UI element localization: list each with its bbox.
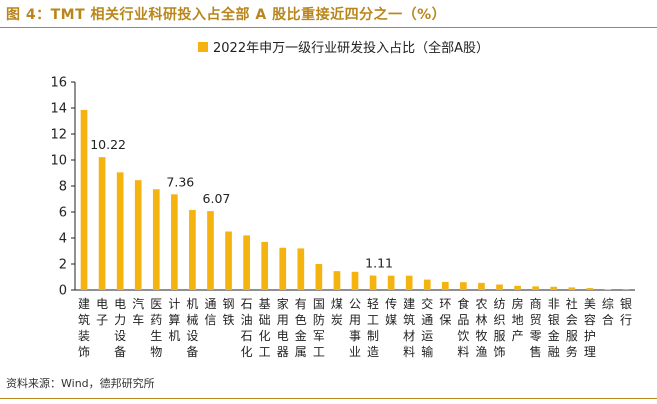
source-note: 资料来源：Wind，德邦研究所 (6, 377, 155, 390)
bar (369, 275, 377, 290)
bar (207, 211, 214, 290)
y-tick-label: 4 (59, 232, 67, 247)
x-category-label: 煤炭 (331, 297, 343, 327)
x-category-label: 电力设备 (114, 297, 126, 359)
x-category-label: 商贸零售 (530, 296, 542, 359)
y-tick-label: 16 (50, 76, 67, 91)
bar (586, 288, 594, 290)
bar (532, 286, 539, 290)
x-category-label: 纺织服饰 (494, 297, 506, 359)
bar (171, 194, 178, 290)
bar (152, 189, 160, 290)
data-label: 10.22 (90, 137, 126, 152)
y-tick-label: 14 (50, 102, 67, 117)
bar (189, 210, 196, 290)
x-category-label: 医药生物 (150, 297, 162, 359)
bar (279, 247, 287, 290)
data-label: 6.07 (203, 191, 231, 206)
x-category-label: 国防军工 (313, 297, 325, 359)
chart-legend: 2022年申万一级行业研发投入占比（全部A股） (198, 40, 489, 56)
x-category-label: 食品饮料 (457, 296, 469, 359)
x-category-label: 非银金融 (548, 297, 560, 359)
bar (405, 275, 413, 290)
x-category-label: 电子 (96, 297, 108, 327)
y-tick-label: 8 (59, 180, 67, 195)
bar (441, 281, 449, 290)
bar (514, 285, 521, 290)
x-category-label: 社会服务 (566, 296, 578, 359)
bar (297, 248, 305, 290)
x-category-label: 美容护理 (584, 297, 596, 359)
bar (423, 279, 431, 290)
x-category-label: 建筑装饰 (78, 297, 90, 359)
y-tick-label: 2 (59, 258, 67, 273)
bar (134, 180, 142, 290)
legend-swatch (198, 42, 208, 52)
x-category-label: 基础化工 (259, 297, 271, 359)
y-tick-label: 12 (50, 128, 67, 143)
y-tick-label: 0 (59, 284, 67, 299)
x-category-label: 计算机 (168, 297, 180, 343)
data-labels: 10.22 7.36 6.07 1.11 (90, 137, 393, 270)
x-axis: 建筑装饰电子电力设备汽车医药生物计算机机械设备通信钢铁石油石化基础化工家用电器有… (75, 289, 635, 359)
data-label: 1.11 (365, 256, 393, 271)
x-category-label: 钢铁 (223, 297, 235, 327)
y-axis: 0 2 4 6 8 10 12 14 16 (50, 76, 76, 299)
x-category-label: 环保 (439, 297, 451, 327)
bar (387, 275, 395, 290)
bottom-rule (0, 398, 657, 399)
bar (351, 271, 359, 290)
y-tick-label: 10 (50, 154, 67, 169)
x-category-label: 公用事业 (349, 297, 361, 359)
x-category-label: 建筑材料 (403, 297, 415, 359)
x-category-label: 家用电器 (277, 296, 289, 359)
x-category-label: 农林牧渔 (475, 297, 487, 359)
bar (225, 231, 232, 290)
bar (315, 264, 323, 290)
x-category-label: 通信 (204, 297, 216, 327)
x-category-label: 轻工制造 (367, 297, 379, 359)
bar (98, 157, 106, 290)
y-tick-label: 6 (59, 206, 67, 221)
bar (243, 235, 250, 290)
legend-label: 2022年申万一级行业研发投入占比（全部A股） (213, 40, 489, 56)
bar (568, 287, 576, 290)
bar (478, 282, 485, 290)
bar (116, 172, 124, 290)
bar-series (80, 109, 630, 290)
x-category-label: 机械设备 (186, 297, 198, 359)
x-category-label: 有色金属 (295, 297, 307, 359)
bar (261, 241, 269, 290)
x-category-label: 房地产 (512, 296, 524, 343)
x-category-label: 交通运输 (421, 296, 433, 359)
bar (496, 284, 503, 290)
x-category-label: 银行 (620, 297, 632, 327)
bar (333, 271, 341, 290)
figure-title: 图 4：TMT 相关行业科研投入占全部 A 股比重接近四分之一（%） (6, 7, 447, 23)
bar (460, 282, 467, 290)
x-category-label: 综合 (602, 297, 614, 327)
bar (604, 289, 612, 290)
bar (550, 286, 558, 290)
bar (80, 109, 88, 290)
x-category-label: 石油石化 (241, 297, 253, 359)
x-category-label: 传媒 (385, 296, 397, 327)
x-category-label: 汽车 (132, 296, 144, 327)
data-label: 7.36 (166, 174, 194, 189)
title-rule (0, 27, 657, 28)
